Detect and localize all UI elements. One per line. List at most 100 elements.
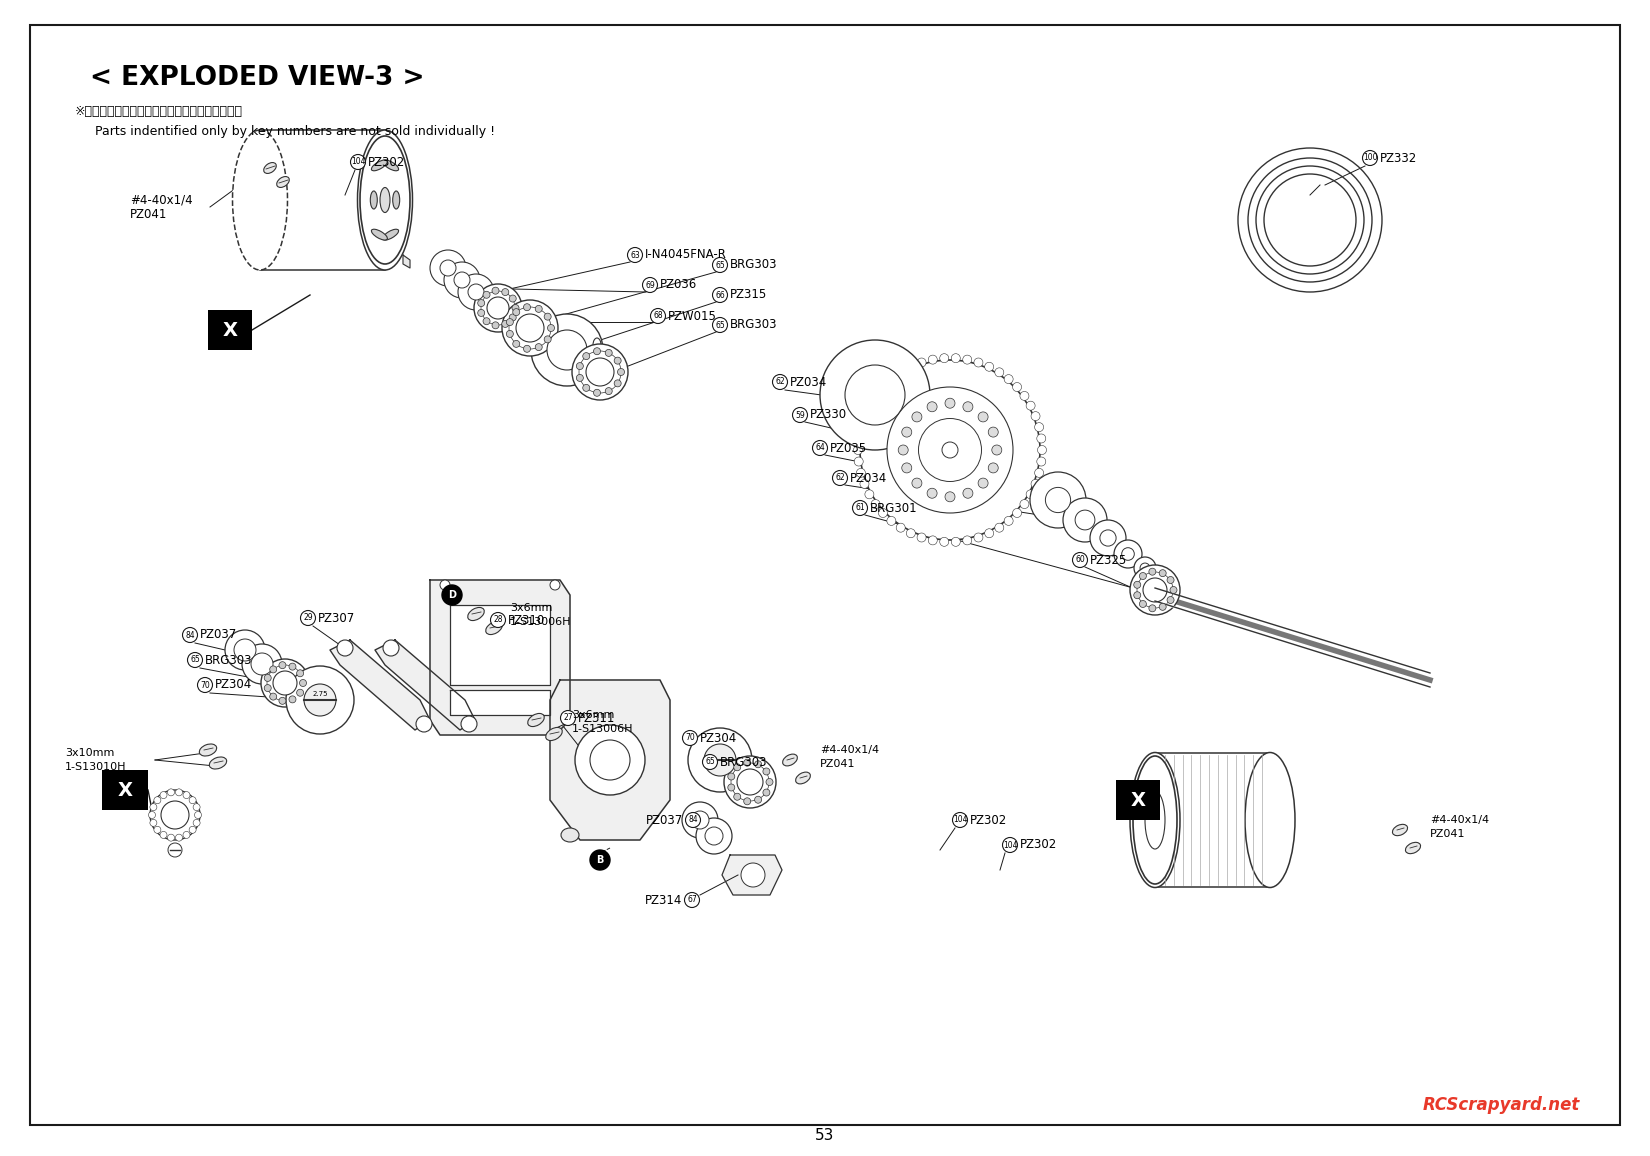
Circle shape [442,585,462,605]
Text: 104: 104 [952,815,967,824]
Ellipse shape [370,191,378,209]
Circle shape [272,670,297,695]
Polygon shape [330,640,431,729]
Circle shape [1072,553,1087,568]
Circle shape [1046,488,1071,512]
Circle shape [754,761,762,768]
Circle shape [1114,540,1142,568]
Circle shape [917,533,926,542]
Circle shape [1167,577,1175,584]
Circle shape [1134,557,1157,579]
Circle shape [267,665,304,701]
Circle shape [535,343,543,350]
Circle shape [812,440,828,455]
Text: BRG303: BRG303 [719,756,767,769]
Circle shape [912,479,922,488]
Circle shape [350,155,366,170]
Circle shape [160,792,167,799]
Ellipse shape [264,163,276,173]
Circle shape [153,827,162,833]
Circle shape [1005,375,1013,384]
Text: #4-40x1/4: #4-40x1/4 [130,193,193,207]
Circle shape [855,457,863,466]
Ellipse shape [233,129,287,271]
Circle shape [1134,581,1140,588]
Circle shape [713,318,728,333]
Bar [208,310,252,350]
Circle shape [940,538,949,547]
Text: 65: 65 [705,757,714,766]
Circle shape [483,318,490,325]
Circle shape [544,336,551,343]
Text: 3x6mm: 3x6mm [573,710,614,720]
Circle shape [535,305,543,312]
Ellipse shape [528,713,544,727]
Circle shape [713,258,728,273]
Circle shape [853,445,863,454]
Circle shape [507,319,513,326]
Circle shape [441,260,455,276]
Circle shape [512,304,520,311]
Circle shape [508,307,551,349]
Circle shape [978,479,988,488]
Circle shape [1143,578,1167,602]
Circle shape [860,480,870,488]
Text: 27: 27 [563,713,573,722]
Ellipse shape [380,187,389,213]
Circle shape [193,820,200,827]
Circle shape [927,402,937,412]
Ellipse shape [1393,824,1407,836]
Circle shape [754,796,762,803]
Circle shape [614,380,620,387]
Circle shape [300,680,307,687]
Text: PZ034: PZ034 [790,376,827,388]
Circle shape [482,291,515,325]
Circle shape [734,793,741,800]
Circle shape [1026,401,1035,410]
Circle shape [574,725,645,795]
Text: 53: 53 [815,1127,835,1142]
Polygon shape [549,680,670,840]
Circle shape [962,536,972,544]
Circle shape [573,344,629,400]
Circle shape [304,684,337,716]
Circle shape [549,580,559,590]
Text: PZ302: PZ302 [1020,838,1058,852]
Circle shape [952,813,967,828]
Circle shape [175,835,183,842]
Circle shape [264,684,271,691]
Circle shape [591,850,610,870]
Text: 1-S13006H: 1-S13006H [510,617,571,627]
Ellipse shape [383,229,399,240]
Polygon shape [450,605,549,686]
Circle shape [289,696,295,703]
Circle shape [617,369,624,376]
Circle shape [964,488,973,498]
Circle shape [917,358,926,366]
Bar [102,770,148,810]
Circle shape [1137,572,1173,608]
Text: X: X [1130,791,1145,809]
Circle shape [297,669,304,676]
Text: PZ304: PZ304 [700,732,738,744]
Circle shape [871,499,879,509]
Circle shape [261,659,309,707]
Text: 2.75: 2.75 [312,691,328,697]
Text: 65: 65 [714,260,724,269]
Circle shape [1076,510,1096,529]
Circle shape [190,827,196,833]
Text: PZ310: PZ310 [508,614,544,627]
Circle shape [713,288,728,303]
Circle shape [945,398,955,408]
Text: 66: 66 [714,290,724,299]
Text: 61: 61 [855,504,865,512]
Text: 60: 60 [1076,556,1086,564]
Text: PZ041: PZ041 [820,759,855,769]
Text: PZ315: PZ315 [729,289,767,302]
Text: BRG303: BRG303 [729,319,777,332]
Circle shape [685,892,700,907]
Circle shape [691,812,710,829]
Text: 84: 84 [185,630,195,639]
Circle shape [724,756,776,808]
Circle shape [1013,509,1021,518]
